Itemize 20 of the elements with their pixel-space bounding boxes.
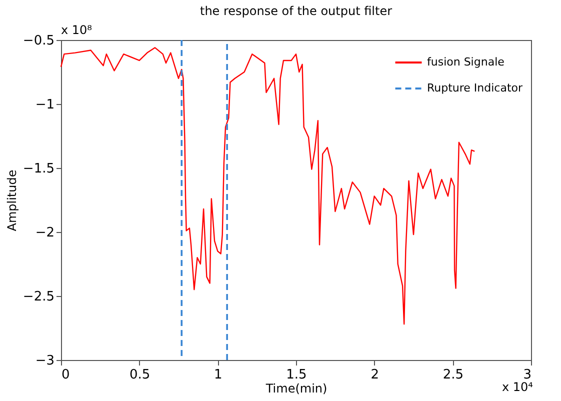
x-tick-label: 2.5 bbox=[442, 368, 464, 382]
text: x 10⁸ bbox=[61, 23, 92, 37]
y-tick-label: −1.5 bbox=[22, 162, 54, 176]
y-axis-title: Amplitude bbox=[4, 170, 19, 232]
x-tick-label: 1.5 bbox=[286, 368, 307, 382]
x-tick-label: 0 bbox=[62, 368, 70, 382]
y-tick-label: −2 bbox=[35, 226, 54, 240]
x-tick-label: 3 bbox=[523, 368, 532, 382]
y-tick-label: −2.5 bbox=[22, 290, 54, 304]
y-tick-label: −1 bbox=[35, 98, 54, 112]
legend-label: fusion Signale bbox=[427, 56, 505, 68]
text: x 10⁴ bbox=[502, 380, 534, 394]
y-tick-label: −3 bbox=[35, 354, 54, 368]
x-tick-label: 2 bbox=[370, 368, 379, 382]
x-tick-label: 1 bbox=[214, 368, 222, 382]
y-tick-label: −0.5 bbox=[22, 34, 54, 48]
x-tick-label: 0.5 bbox=[129, 368, 150, 382]
legend-label: Rupture Indicator bbox=[427, 82, 524, 94]
chart-title: the response of the output filter bbox=[200, 4, 392, 18]
x-axis-title: Time(min) bbox=[264, 382, 328, 396]
